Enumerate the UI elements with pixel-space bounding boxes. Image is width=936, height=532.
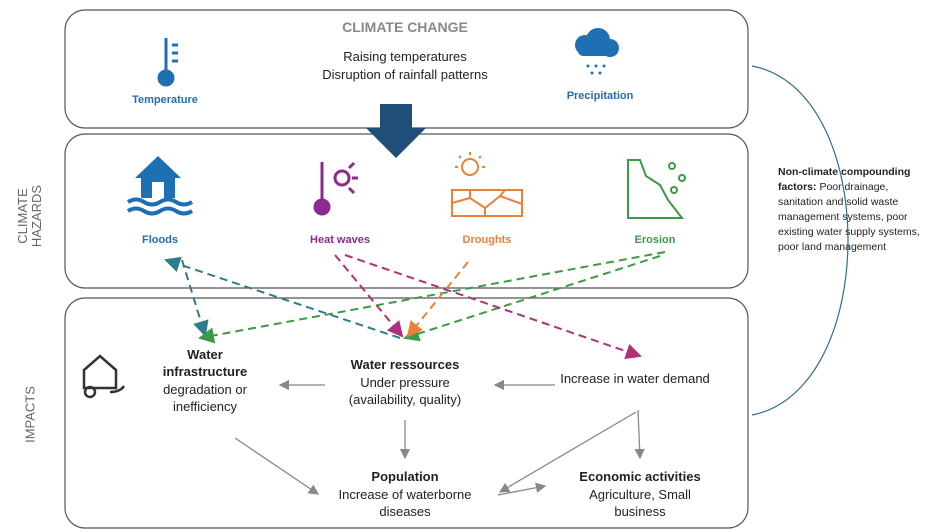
link — [403, 255, 661, 342]
cloud-icon — [575, 28, 619, 75]
hazard-label: Floods — [141, 234, 179, 246]
link — [164, 256, 401, 339]
title: CLIMATE CHANGE — [342, 19, 468, 35]
infrastructure-icon — [82, 354, 126, 399]
node-title: Economic activities — [579, 469, 701, 484]
hazards-box — [64, 133, 749, 289]
hazard-links — [164, 251, 666, 360]
link — [181, 259, 209, 337]
heat-icon — [313, 161, 358, 216]
link — [497, 482, 547, 496]
thermometer-icon — [157, 38, 178, 87]
erosion-icon — [627, 159, 686, 219]
link — [498, 411, 637, 493]
side-note-text: Poor drainage, sanitation and solid wast… — [778, 181, 920, 253]
text-line: Raising temperatures — [343, 49, 467, 64]
node-text: degradation or inefficiency — [163, 382, 247, 414]
node-title: Population — [371, 469, 439, 484]
impact-links — [234, 379, 645, 496]
link — [344, 254, 642, 360]
side-note-title: Non-climate compounding factors: — [778, 166, 911, 193]
icon-label: Temperature — [132, 94, 198, 106]
node-text: Increase of waterborne diseases — [338, 487, 472, 519]
node-text: Increase in water demand — [560, 371, 710, 386]
link — [634, 409, 645, 460]
link — [334, 254, 404, 338]
node-title: Water ressources — [350, 357, 460, 372]
side-note: Non-climate compounding factors: Poor dr… — [778, 165, 934, 255]
link — [234, 437, 320, 495]
down-arrow — [366, 104, 426, 158]
hazard-label: Erosion — [634, 234, 676, 246]
side-label: IMPACTS — [22, 386, 38, 443]
link — [198, 251, 666, 344]
side-label: CLIMATE HAZARDS — [15, 184, 44, 248]
flood-icon — [126, 156, 194, 216]
hazard-label: Heat waves — [310, 234, 370, 246]
impacts-box — [64, 297, 749, 529]
text-line: Disruption of rainfall patterns — [322, 67, 488, 82]
link — [406, 261, 469, 338]
bracket — [751, 65, 849, 416]
node-title: Water infrastructure — [162, 347, 248, 379]
icon-label: Precipitation — [566, 90, 634, 102]
node-text: Agriculture, Small business — [589, 487, 691, 519]
node-text: Under pressure (availability, quality) — [348, 375, 462, 407]
drought-icon — [451, 152, 523, 217]
hazard-label: Droughts — [462, 234, 512, 246]
